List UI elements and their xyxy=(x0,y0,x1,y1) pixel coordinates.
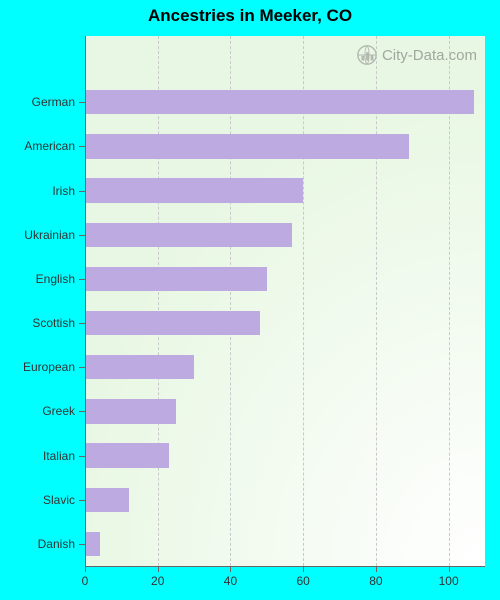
y-tick-label: Italian xyxy=(43,449,75,463)
x-tick-label: 20 xyxy=(151,574,164,588)
x-tick-label: 60 xyxy=(296,574,309,588)
y-tick-label: German xyxy=(32,95,75,109)
y-tick-label: Slavic xyxy=(43,493,75,507)
y-tick-label: Danish xyxy=(38,537,75,551)
y-tick-label: Scottish xyxy=(32,316,75,330)
y-tick-label: Ukrainian xyxy=(24,228,75,242)
chart-page: Ancestries in Meeker, CO City-Data.com 0… xyxy=(0,0,500,600)
y-tick-label: European xyxy=(23,360,75,374)
gridline xyxy=(230,36,231,566)
bar xyxy=(85,267,267,291)
logo-text: City-Data.com xyxy=(382,47,477,64)
bar xyxy=(85,90,474,114)
y-tick-label: Greek xyxy=(42,404,75,418)
y-axis xyxy=(85,36,86,566)
citydata-logo: City-Data.com xyxy=(356,44,477,66)
bar xyxy=(85,443,169,467)
y-tick-label: Irish xyxy=(52,184,75,198)
x-axis xyxy=(85,566,485,567)
bar xyxy=(85,223,292,247)
bar xyxy=(85,311,260,335)
gridline xyxy=(158,36,159,566)
bar xyxy=(85,488,129,512)
x-tick-label: 100 xyxy=(439,574,459,588)
globe-chart-icon xyxy=(356,44,378,66)
x-tick-label: 80 xyxy=(369,574,382,588)
bar xyxy=(85,355,194,379)
gridline xyxy=(449,36,450,566)
plot-area: City-Data.com xyxy=(85,36,485,566)
bar xyxy=(85,399,176,423)
y-tick-label: English xyxy=(36,272,75,286)
bar xyxy=(85,532,100,556)
x-tick-label: 0 xyxy=(82,574,89,588)
x-tick-label: 40 xyxy=(224,574,237,588)
bar xyxy=(85,178,303,202)
gridline xyxy=(303,36,304,566)
bar xyxy=(85,134,409,158)
gridline xyxy=(376,36,377,566)
chart-title: Ancestries in Meeker, CO xyxy=(0,6,500,26)
y-tick-label: American xyxy=(24,139,75,153)
